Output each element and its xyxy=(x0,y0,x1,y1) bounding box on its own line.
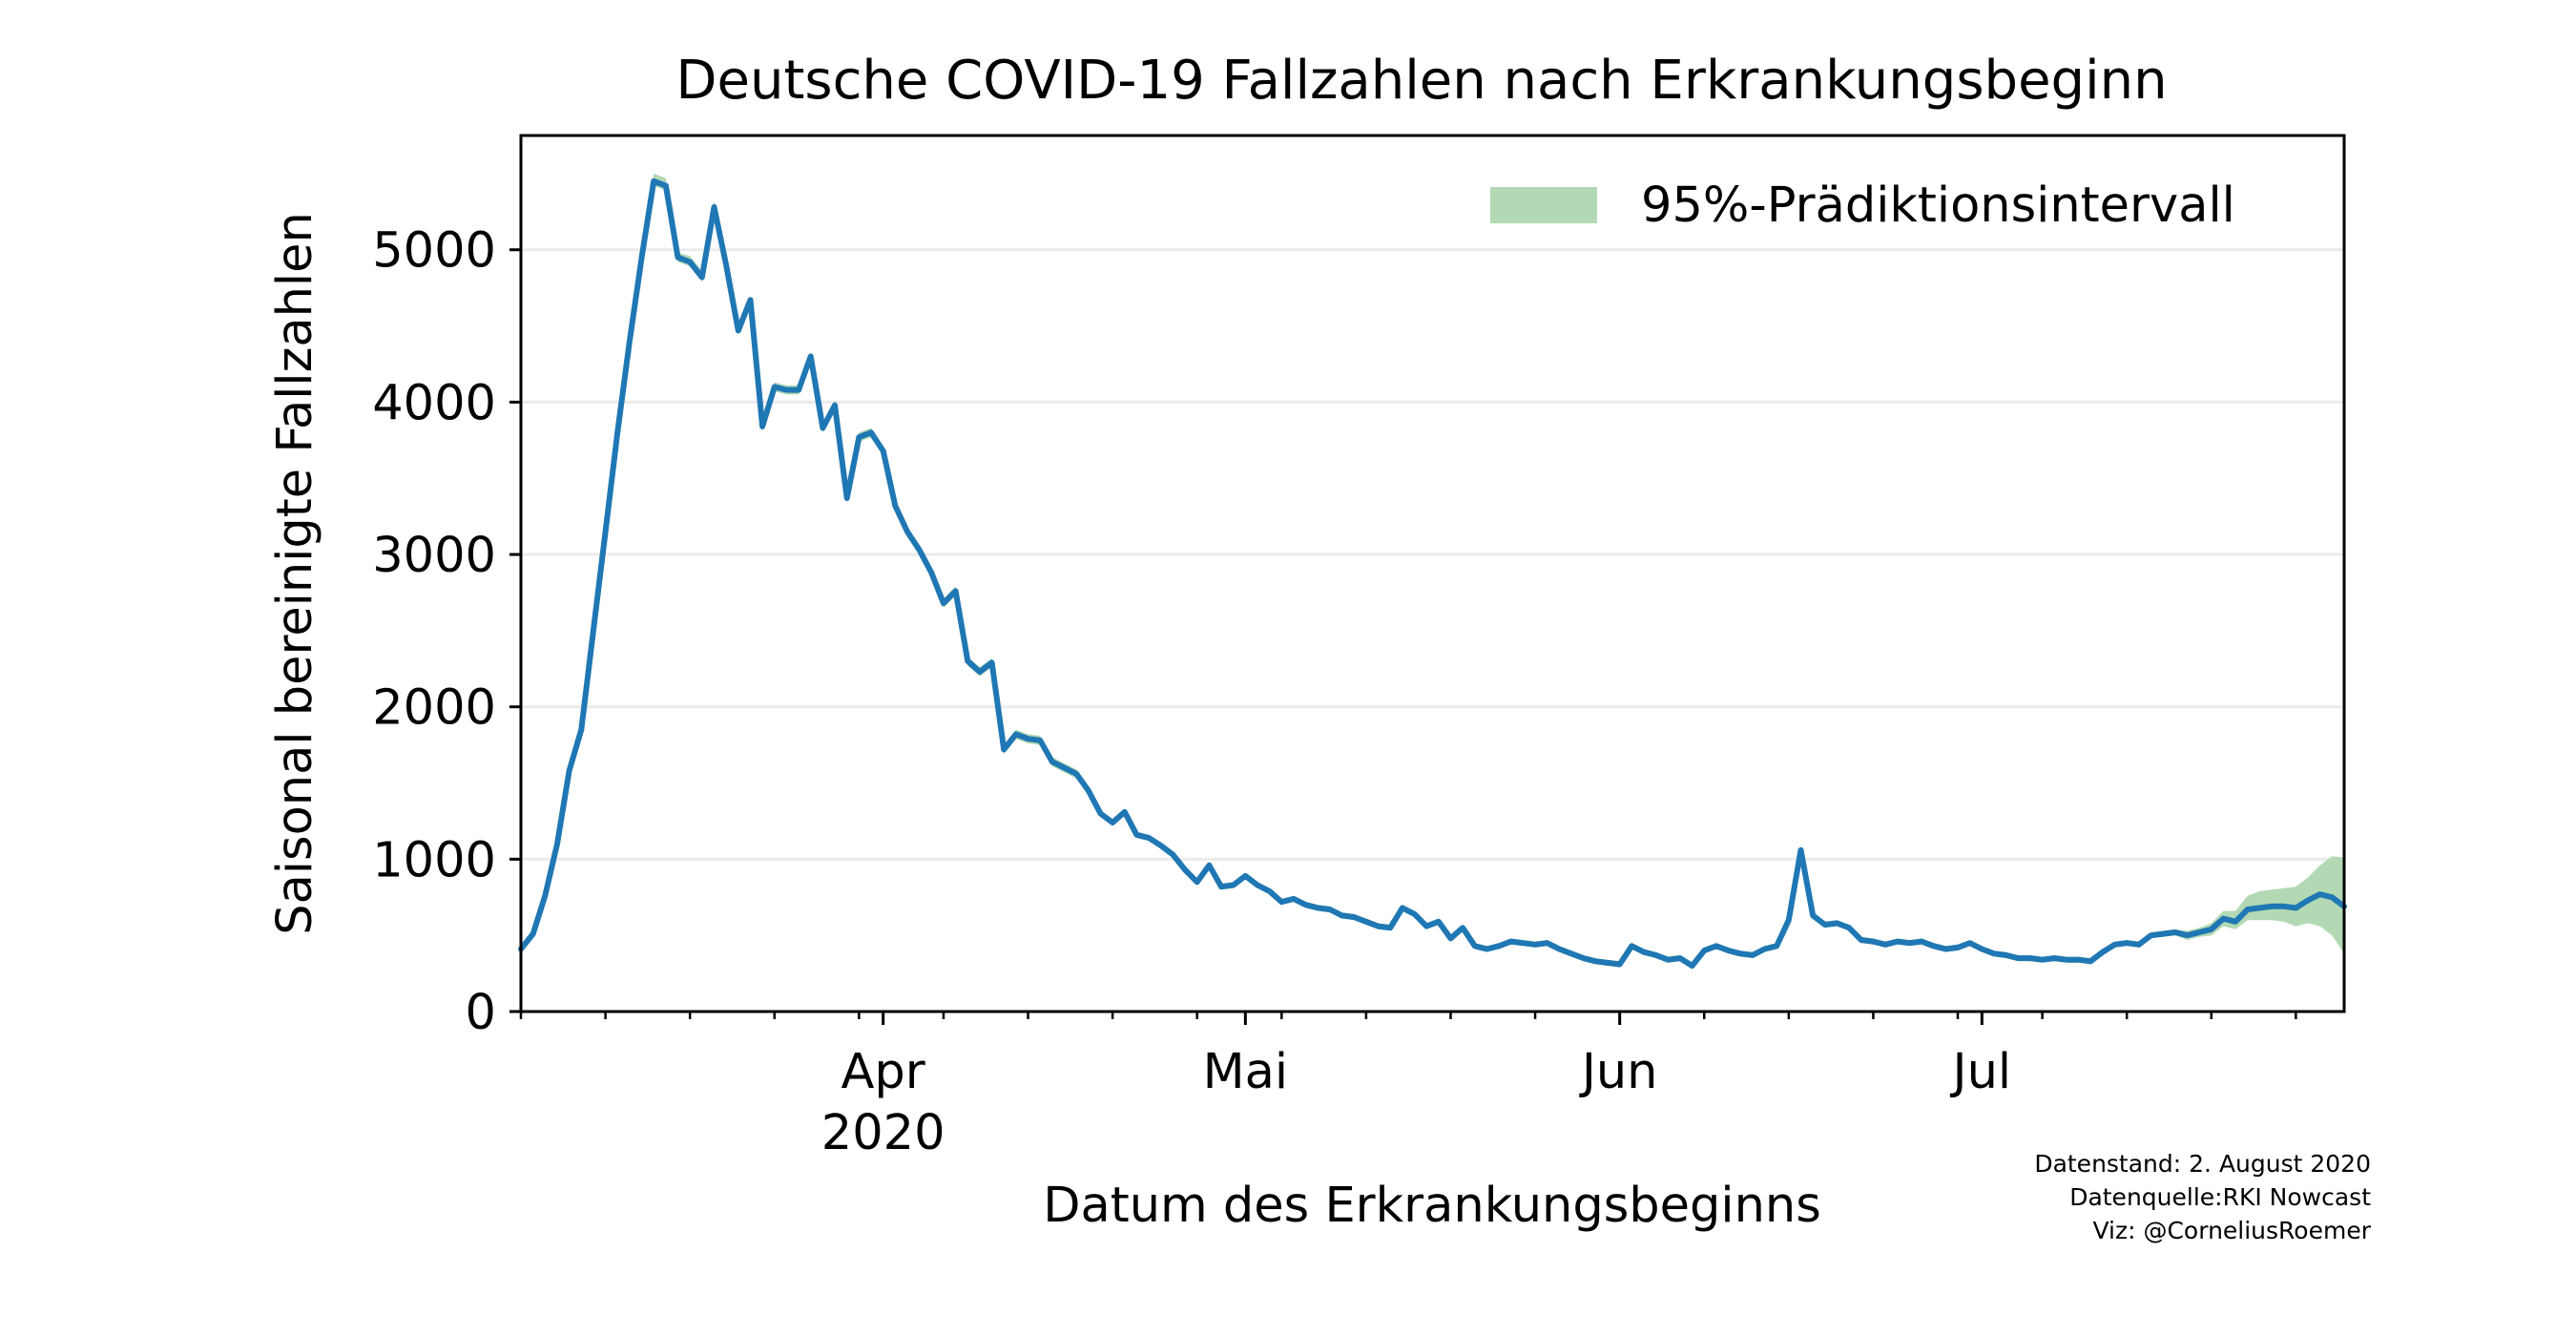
credit-data-source: Datenquelle:RKI Nowcast xyxy=(2069,1183,2371,1211)
y-tick-label-0: 0 xyxy=(466,985,496,1041)
y-axis-label: Saisonal bereinigte Fallzahlen xyxy=(267,212,323,935)
credit-visualization: Viz: @CorneliusRoemer xyxy=(2092,1217,2371,1244)
plot-frame xyxy=(519,134,2346,1013)
credit-data-date: Datenstand: 2. August 2020 xyxy=(2034,1150,2371,1178)
y-axis-ticks: 0 1000 2000 3000 4000 5000 xyxy=(372,223,521,1041)
x-tick-label-jul: Jul xyxy=(1950,1044,2012,1100)
x-tick-label-mai: Mai xyxy=(1203,1044,1288,1100)
y-tick-label-3000: 3000 xyxy=(372,528,496,584)
credits: Datenstand: 2. August 2020 Datenquelle:R… xyxy=(2034,1150,2371,1244)
y-tick-label-4000: 4000 xyxy=(372,375,496,431)
series-line-layer xyxy=(518,177,2347,970)
legend-label-interval: 95%-Prädiktionsintervall xyxy=(1641,177,2235,234)
legend: 95%-Prädiktionsintervall xyxy=(1490,177,2235,234)
x-tick-sublabel-year: 2020 xyxy=(821,1105,945,1161)
y-tick-label-2000: 2000 xyxy=(372,680,496,737)
x-axis-label: Datum des Erkrankungsbeginns xyxy=(1043,1178,1821,1234)
grid-lines xyxy=(521,248,2344,861)
legend-swatch-interval xyxy=(1490,187,1597,223)
x-tick-label-apr: Apr xyxy=(841,1044,925,1100)
chart-title: Deutsche COVID-19 Fallzahlen nach Erkran… xyxy=(675,50,2167,112)
series-line-cases xyxy=(518,177,2347,970)
x-tick-label-jun: Jun xyxy=(1579,1044,1658,1100)
y-tick-label-5000: 5000 xyxy=(372,223,496,280)
y-tick-label-1000: 1000 xyxy=(372,832,496,888)
